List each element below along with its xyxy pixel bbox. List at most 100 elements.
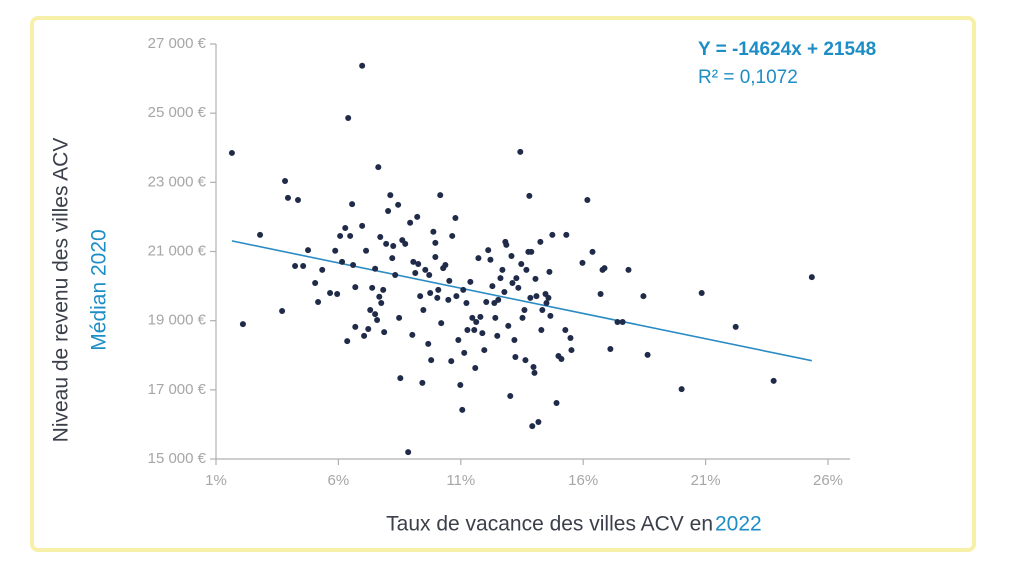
- point: [449, 232, 456, 239]
- point: [515, 284, 522, 291]
- point: [445, 296, 452, 303]
- point: [579, 259, 586, 266]
- point: [390, 242, 397, 249]
- point: [770, 377, 777, 384]
- point: [438, 320, 445, 327]
- frame: [30, 16, 976, 552]
- point: [292, 263, 299, 270]
- point: [492, 314, 499, 321]
- point: [284, 194, 291, 201]
- y-tick-label: 17 000 €: [148, 381, 207, 398]
- point: [640, 293, 647, 300]
- point: [509, 279, 516, 286]
- point: [425, 340, 432, 347]
- point: [395, 201, 402, 208]
- point: [558, 356, 565, 363]
- point: [481, 347, 488, 354]
- point: [537, 238, 544, 245]
- point: [545, 294, 552, 301]
- point: [295, 196, 302, 203]
- point: [519, 314, 526, 321]
- point: [410, 258, 417, 265]
- point: [350, 261, 357, 268]
- point: [442, 261, 449, 268]
- point: [513, 275, 520, 282]
- x-tick-label: 1%: [205, 472, 227, 489]
- point: [461, 349, 468, 356]
- point: [601, 265, 608, 272]
- point: [349, 201, 356, 208]
- point: [455, 337, 462, 344]
- point: [397, 375, 404, 382]
- y-tick-label: 19 000 €: [148, 312, 207, 329]
- point: [508, 252, 515, 259]
- point: [553, 399, 560, 406]
- x-tick-label: 16%: [568, 472, 598, 489]
- point: [457, 381, 464, 388]
- point: [430, 228, 437, 235]
- point: [312, 279, 319, 286]
- point: [532, 275, 539, 282]
- point: [543, 300, 550, 307]
- point: [523, 266, 530, 273]
- x-tick-label: 6%: [328, 472, 350, 489]
- point: [420, 306, 427, 313]
- point: [352, 284, 359, 291]
- point: [567, 334, 574, 341]
- point: [489, 283, 496, 290]
- point: [459, 406, 466, 413]
- y-tick-label: 23 000 €: [148, 173, 207, 190]
- point: [529, 423, 536, 430]
- point: [562, 327, 569, 334]
- point: [435, 286, 442, 293]
- point: [518, 260, 525, 267]
- point: [434, 294, 441, 301]
- point: [546, 268, 553, 275]
- point: [389, 255, 396, 262]
- point: [426, 272, 433, 279]
- point: [463, 300, 470, 307]
- point: [319, 266, 326, 273]
- x-tick-label: 21%: [691, 472, 721, 489]
- point: [417, 293, 424, 300]
- point: [375, 164, 382, 171]
- point: [644, 351, 651, 358]
- trend-line: [231, 240, 813, 362]
- point: [359, 222, 366, 229]
- point: [282, 177, 289, 184]
- point: [446, 277, 453, 284]
- point: [452, 214, 459, 221]
- point: [499, 266, 506, 273]
- point: [352, 323, 359, 330]
- point: [372, 311, 379, 318]
- point: [257, 231, 264, 238]
- point: [467, 278, 474, 285]
- point: [539, 306, 546, 313]
- point: [315, 298, 322, 305]
- point: [521, 306, 528, 313]
- point: [597, 291, 604, 298]
- point: [808, 274, 815, 281]
- point: [402, 240, 409, 247]
- y-axis-subtitle: Médian 2020: [88, 229, 111, 350]
- point: [334, 291, 341, 298]
- point: [495, 296, 502, 303]
- point: [547, 312, 554, 319]
- point: [530, 364, 537, 371]
- point: [414, 213, 421, 220]
- point: [345, 115, 352, 122]
- point: [380, 286, 387, 293]
- point: [332, 247, 339, 254]
- point: [383, 240, 390, 247]
- point: [487, 256, 494, 263]
- point: [460, 286, 467, 293]
- point: [376, 293, 383, 300]
- point: [471, 327, 478, 334]
- point: [374, 316, 381, 323]
- r-squared: R² = 0,1072: [698, 67, 798, 88]
- point: [279, 307, 286, 314]
- y-tick-label: 25 000 €: [148, 104, 207, 121]
- point: [385, 208, 392, 215]
- point: [505, 322, 512, 329]
- point: [479, 330, 486, 337]
